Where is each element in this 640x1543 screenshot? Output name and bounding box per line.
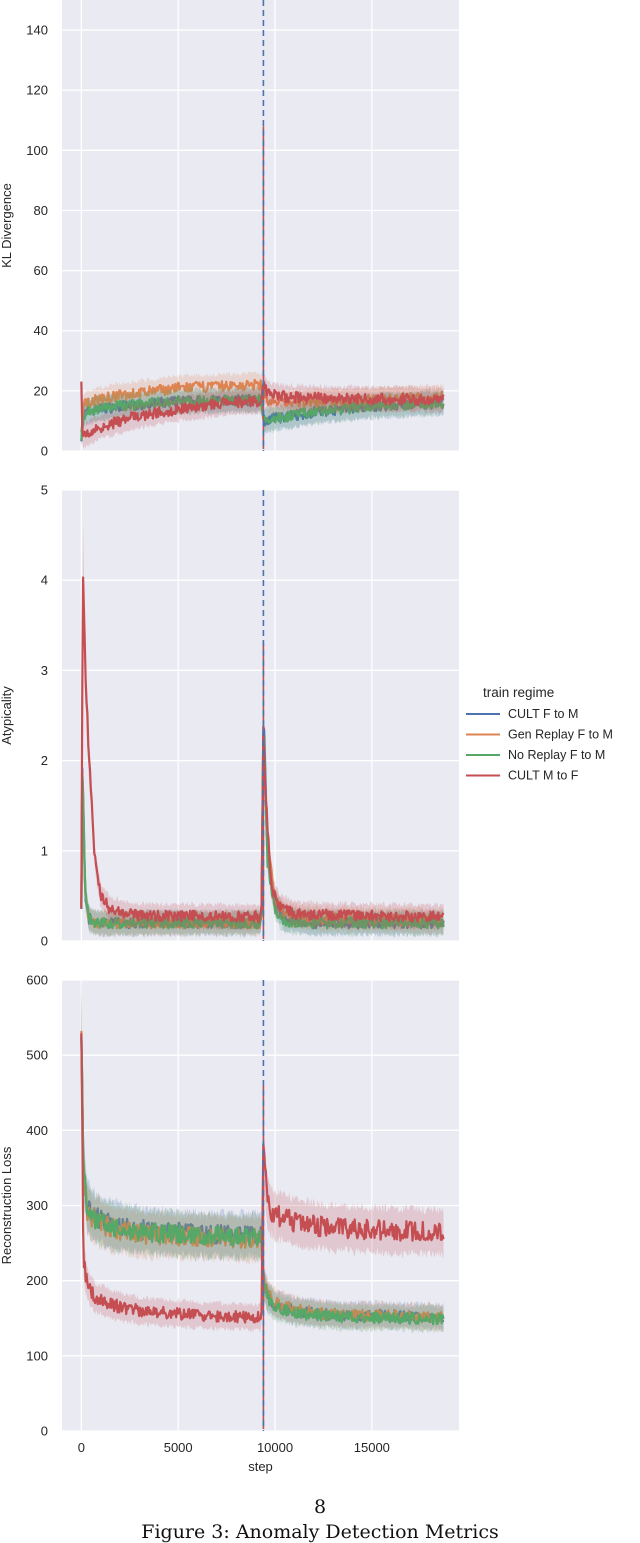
y-axis-label: KL Divergence	[0, 183, 14, 268]
y-tick-label: 4	[41, 573, 48, 588]
panel-kl-divergence: 0 20 40 60 80 100 120 140 KL Divergence	[0, 0, 459, 459]
y-axis-label: Reconstruction Loss	[0, 1146, 14, 1264]
y-tick-label: 20	[34, 383, 48, 398]
series-band	[81, 990, 444, 1333]
series-band	[81, 981, 444, 1333]
y-tick-label: 600	[26, 973, 48, 988]
legend-title: train regime	[483, 685, 554, 700]
y-tick-label: 300	[26, 1198, 48, 1213]
x-axis-label: step	[248, 1459, 273, 1474]
series-band	[81, 370, 444, 447]
y-tick-label: 100	[26, 143, 48, 158]
y-tick-label: 60	[34, 263, 48, 278]
legend-entry: No Replay F to M	[508, 748, 605, 762]
y-tick-label: 140	[26, 23, 48, 38]
plot-background	[62, 0, 459, 451]
y-tick-label: 120	[26, 83, 48, 98]
series-line	[80, 1033, 445, 1324]
panel-atypicality: 0 1 2 3 4 5 Atypicality	[0, 483, 459, 949]
y-tick-label: 0	[41, 444, 48, 459]
page-number: 8	[313, 1496, 327, 1518]
legend: train regime CULT F to M Gen Replay F to M…	[466, 685, 613, 783]
x-tick-label: 10000	[257, 1440, 293, 1455]
x-tick-label: 5000	[164, 1440, 193, 1455]
x-tick-label: 15000	[354, 1440, 390, 1455]
y-tick-label: 5	[41, 483, 48, 498]
y-tick-label: 3	[41, 663, 48, 678]
series-band	[81, 374, 444, 449]
legend-entry: Gen Replay F to M	[508, 728, 613, 742]
series-band	[81, 980, 444, 1334]
y-tick-label: 80	[34, 203, 48, 218]
y-tick-label: 500	[26, 1048, 48, 1063]
series-group	[80, 521, 445, 939]
y-tick-label: 2	[41, 753, 48, 768]
legend-entry: CULT F to M	[508, 707, 578, 721]
y-tick-label: 0	[41, 934, 48, 949]
y-tick-label: 100	[26, 1348, 48, 1363]
x-tick-label: 0	[78, 1440, 85, 1455]
panel-reconstruction-loss: 0 100 200 300 400 500 600 Reconstruction Loss 0 5…	[0, 973, 459, 1474]
y-tick-label: 40	[34, 323, 48, 338]
plot-background	[62, 490, 459, 941]
y-tick-label: 400	[26, 1123, 48, 1138]
legend-entry: CULT M to F	[508, 769, 579, 783]
y-tick-label: 0	[41, 1424, 48, 1439]
series-group	[80, 980, 445, 1429]
series-line	[80, 381, 445, 438]
y-tick-label: 200	[26, 1273, 48, 1288]
y-axis-label: Atypicality	[0, 686, 14, 745]
y-tick-label: 1	[41, 843, 48, 858]
series-line	[80, 576, 445, 924]
figure-caption: Figure 3: Anomaly Detection Metrics	[141, 1521, 499, 1543]
